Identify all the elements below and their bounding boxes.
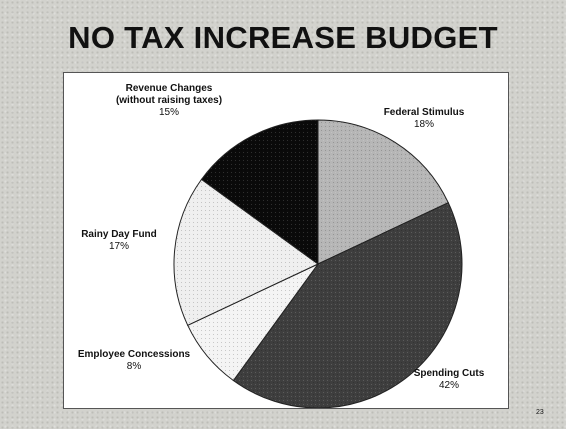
- slice-label-spending-cuts: Spending Cuts 42%: [404, 368, 494, 392]
- page-number: 23: [536, 409, 544, 416]
- slice-label-revenue-changes: Revenue Changes (without raising taxes) 1…: [99, 83, 239, 119]
- slice-name-employee-concessions: Employee Concessions: [78, 349, 190, 360]
- slice-name-spending-cuts: Spending Cuts: [414, 368, 485, 379]
- slice-pct-rainy-day-fund: 17%: [69, 241, 169, 253]
- slice-name-revenue-changes: Revenue Changes (without raising taxes): [116, 83, 222, 106]
- slide-title: NO TAX INCREASE BUDGET: [0, 20, 566, 56]
- slice-pct-spending-cuts: 42%: [404, 380, 494, 392]
- slice-pct-revenue-changes: 15%: [99, 107, 239, 119]
- slice-pct-federal-stimulus: 18%: [369, 119, 479, 131]
- slice-name-federal-stimulus: Federal Stimulus: [384, 107, 465, 118]
- slice-label-rainy-day-fund: Rainy Day Fund 17%: [69, 229, 169, 253]
- slice-label-federal-stimulus: Federal Stimulus 18%: [369, 107, 479, 131]
- slice-label-employee-concessions: Employee Concessions 8%: [64, 349, 204, 373]
- slice-name-rainy-day-fund: Rainy Day Fund: [81, 229, 157, 240]
- chart-area: Revenue Changes (without raising taxes) 1…: [63, 72, 509, 409]
- slice-pct-employee-concessions: 8%: [64, 361, 204, 373]
